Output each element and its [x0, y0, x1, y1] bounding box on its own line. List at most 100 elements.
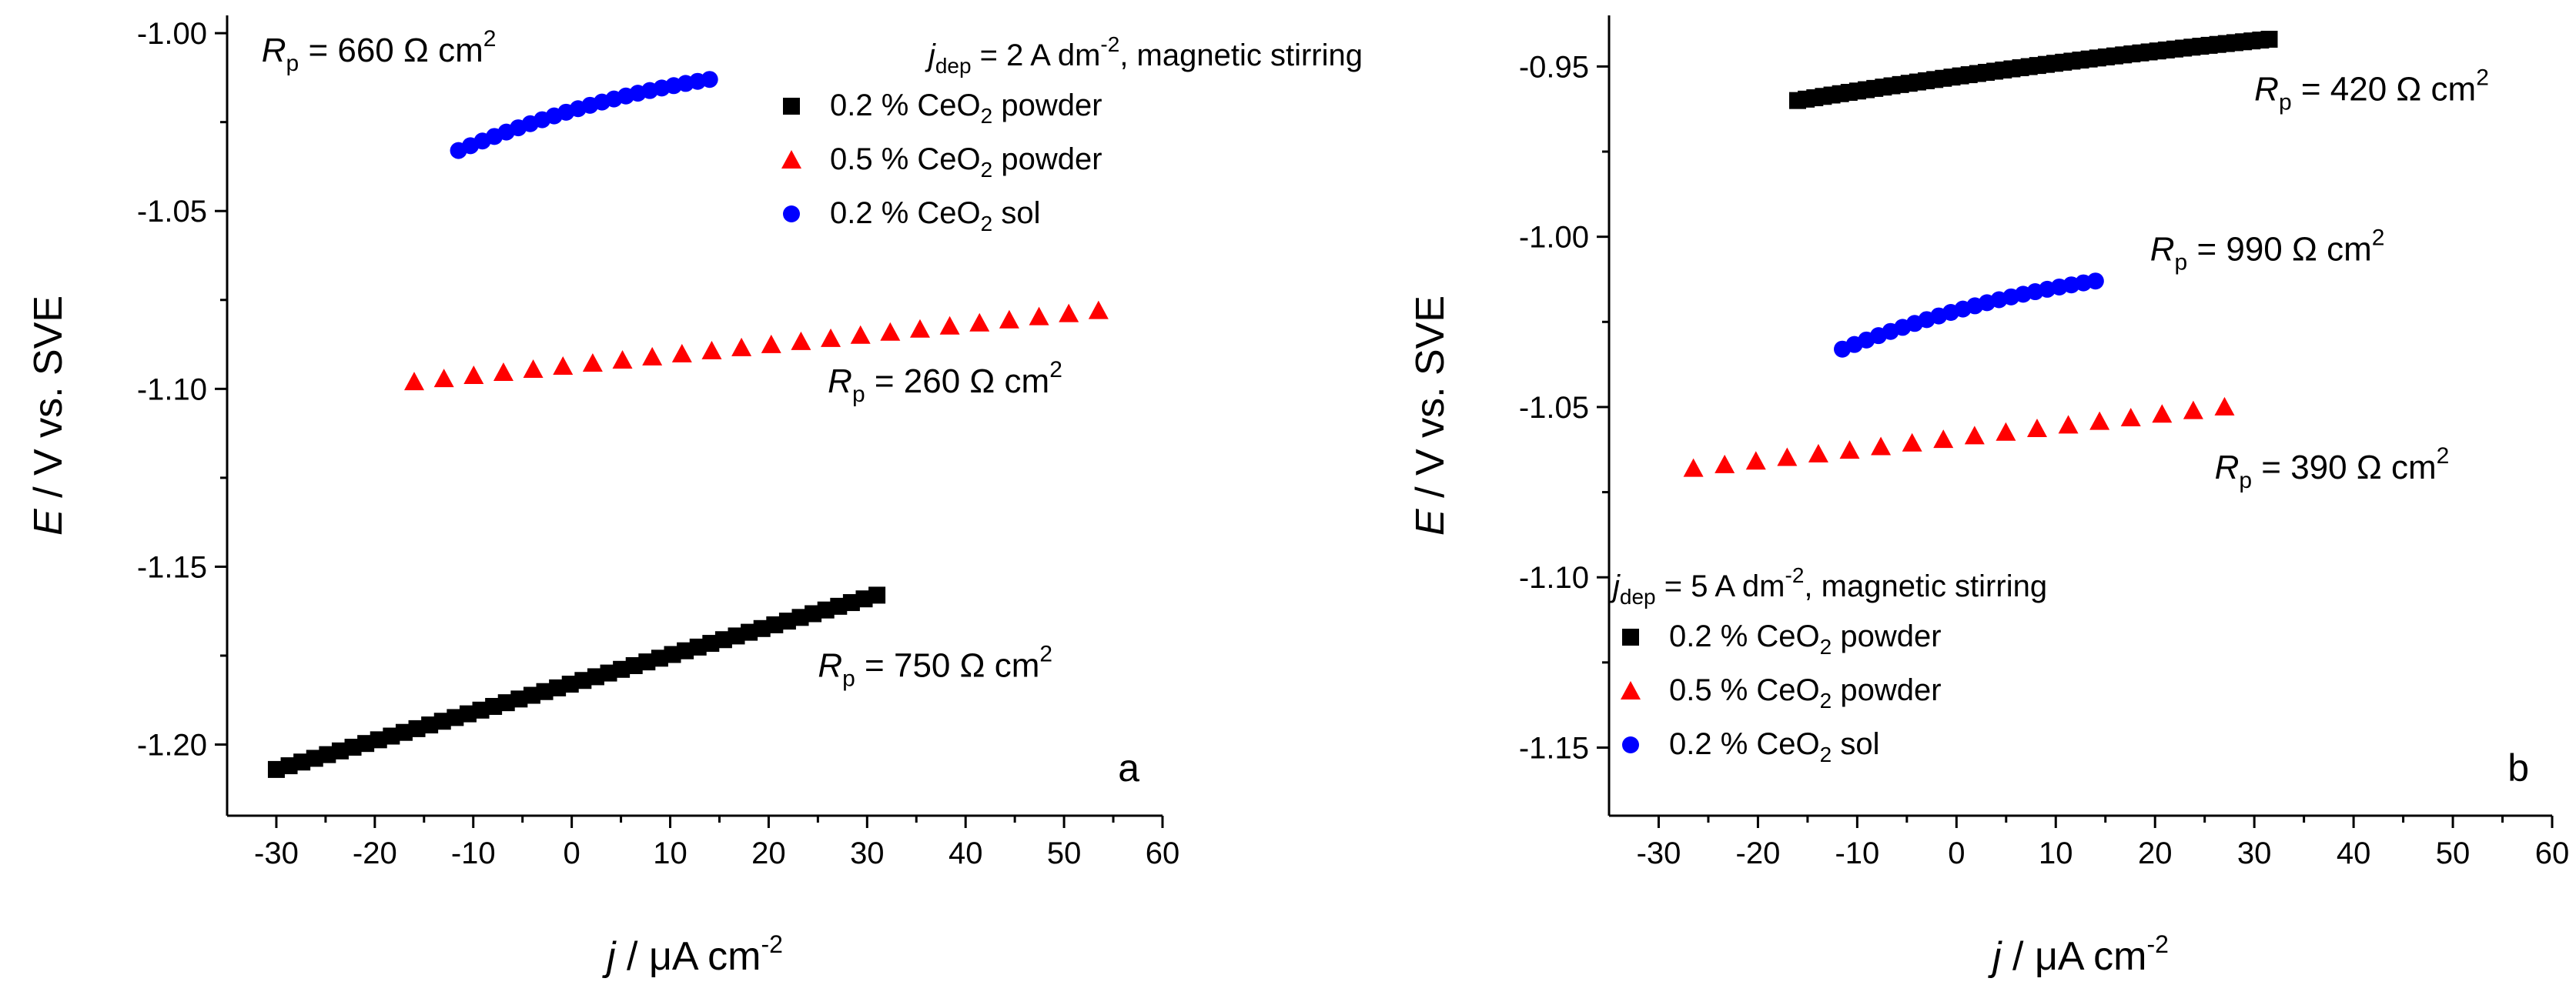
series-triangle-1: [404, 300, 1109, 391]
data-point: [842, 594, 860, 612]
data-point: [523, 359, 544, 379]
data-point: [331, 742, 349, 760]
data-point: [701, 71, 718, 88]
x-tick-label: -20: [1736, 836, 1781, 870]
data-point: [306, 750, 323, 767]
chart-panel-a: -30 -20 -10 0 10 20 30 40 50 60 -1.20 -1.15 -1.10 -1.…: [26, 15, 1363, 979]
x-tick-label: -10: [1835, 836, 1879, 870]
x-tick-label: 30: [2237, 836, 2272, 870]
data-point: [447, 709, 464, 726]
y-tick-label: -0.95: [1519, 50, 1589, 84]
data-point: [1839, 440, 1860, 459]
data-point: [664, 646, 681, 663]
legend-entry-label: 0.5 % CeO2 powder: [1669, 673, 1942, 713]
x-tick-label: 0: [564, 836, 580, 870]
data-point: [549, 679, 567, 696]
data-point: [574, 672, 592, 689]
y-tick-label: -1.00: [1519, 221, 1589, 255]
legend-title: jdep = 5 A dm-2, magnetic stirring: [1609, 563, 2047, 609]
data-point: [293, 753, 311, 771]
rp-annotation: Rp = 390 Ω cm2: [2215, 443, 2450, 493]
x-tick-label: -30: [254, 836, 299, 870]
legend-entry-label: 0.5 % CeO2 powder: [830, 142, 1102, 182]
x-tick-label: 40: [948, 836, 983, 870]
data-point: [761, 334, 781, 353]
data-point: [817, 601, 835, 619]
data-point: [267, 760, 285, 778]
legend: jdep = 2 A dm-2, magnetic stirring 0.2 % …: [781, 32, 1363, 235]
data-point: [2058, 415, 2079, 434]
data-point: [497, 694, 515, 712]
y-tick-label: -1.15: [137, 550, 207, 584]
series-circle-2: [450, 71, 718, 159]
data-point: [485, 697, 503, 715]
panel-letter: a: [1118, 746, 1139, 790]
y-tick-label: -1.05: [1519, 391, 1589, 425]
x-tick-label: -30: [1637, 836, 1681, 870]
data-point: [357, 735, 375, 753]
data-point: [600, 664, 617, 682]
data-point: [536, 683, 554, 700]
data-point: [510, 690, 528, 708]
legend-marker-square: [783, 98, 800, 115]
series-triangle-1: [1683, 396, 2235, 477]
panel-letter: b: [2507, 746, 2529, 790]
data-point: [805, 605, 822, 623]
data-point: [1683, 458, 1704, 477]
legend-marker-triangle: [781, 150, 801, 169]
data-point: [463, 366, 484, 385]
data-point: [625, 656, 643, 674]
x-tick-label: 20: [751, 836, 786, 870]
x-tick-label: 40: [2337, 836, 2371, 870]
data-point: [383, 727, 400, 745]
data-point: [2089, 411, 2110, 430]
y-tick-label: -1.10: [1519, 561, 1589, 595]
legend-entry-label: 0.2 % CeO2 powder: [1669, 619, 1942, 659]
rp-annotation: Rp = 750 Ω cm2: [818, 642, 1052, 692]
data-point: [689, 638, 707, 656]
y-tick-label: -1.20: [137, 729, 207, 763]
data-point: [404, 372, 424, 391]
data-point: [850, 325, 871, 344]
legend-marker-square: [1622, 629, 1639, 646]
data-point: [613, 660, 631, 678]
data-point: [701, 340, 722, 359]
data-point: [2120, 407, 2141, 426]
data-point: [677, 642, 694, 659]
legend-title: jdep = 2 A dm-2, magnetic stirring: [925, 32, 1363, 78]
data-point: [753, 619, 771, 637]
legend-entry-label: 0.2 % CeO2 powder: [830, 88, 1102, 128]
data-point: [830, 597, 848, 615]
data-point: [791, 609, 809, 626]
chart-panel-b: -30 -20 -10 0 10 20 30 40 50 60 -1.15 -1.10 -1.05 -1.…: [1408, 15, 2569, 979]
data-point: [638, 653, 656, 671]
data-point: [855, 590, 873, 608]
data-point: [1964, 426, 1985, 445]
y-tick-label: -1.15: [1519, 731, 1589, 765]
data-point: [280, 757, 298, 775]
x-tick-label: 0: [1948, 836, 1965, 870]
data-point: [714, 631, 732, 649]
legend-marker-triangle: [1621, 681, 1641, 699]
data-point: [880, 322, 901, 341]
data-point: [868, 586, 886, 604]
x-tick-label: -10: [451, 836, 496, 870]
x-tick-label: 20: [2138, 836, 2173, 870]
y-tick-label: -1.00: [137, 17, 207, 51]
data-point: [1745, 451, 1766, 470]
rp-annotation: Rp = 660 Ω cm2: [262, 26, 497, 76]
data-point: [1808, 443, 1828, 462]
series-square-0: [1789, 30, 2278, 109]
x-axis-title: j / μA cm-2: [602, 930, 783, 979]
y-axis-title: E / V vs. SVE: [26, 295, 71, 536]
data-point: [408, 720, 426, 737]
data-point: [433, 713, 451, 730]
data-point: [319, 746, 336, 763]
rp-annotation: Rp = 420 Ω cm2: [2254, 65, 2489, 115]
x-tick-label: 10: [2039, 836, 2073, 870]
data-point: [909, 319, 930, 338]
data-point: [370, 731, 387, 749]
x-tick-label: 60: [2535, 836, 2570, 870]
data-point: [472, 701, 490, 719]
